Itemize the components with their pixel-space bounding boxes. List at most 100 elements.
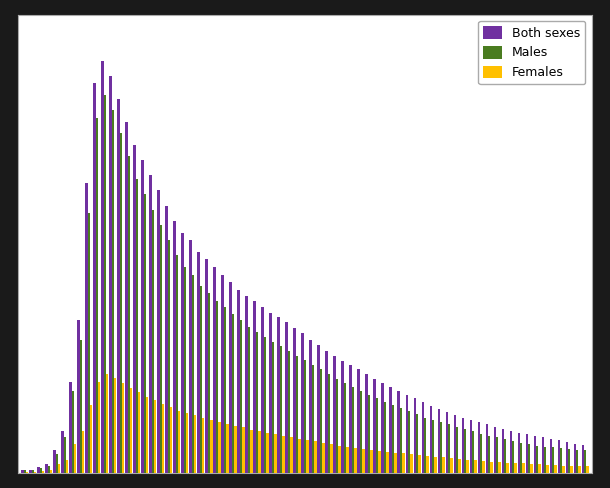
Bar (336, 379, 338, 473)
Bar (565, 442, 568, 473)
Bar (403, 453, 404, 473)
Bar (285, 322, 288, 473)
Bar (317, 345, 320, 473)
Bar (520, 443, 522, 473)
Bar (173, 221, 176, 473)
Bar (40, 468, 42, 473)
Bar (312, 365, 314, 473)
Bar (514, 464, 517, 473)
Bar (576, 449, 578, 473)
Bar (181, 232, 184, 473)
Bar (56, 454, 58, 473)
Bar (42, 471, 45, 473)
Bar (578, 466, 581, 473)
Bar (37, 467, 40, 473)
Bar (197, 252, 199, 473)
Bar (112, 110, 114, 473)
Bar (434, 457, 437, 473)
Bar (432, 420, 434, 473)
Bar (501, 429, 504, 473)
Bar (408, 411, 411, 473)
Bar (135, 179, 138, 473)
Bar (224, 307, 226, 473)
Bar (386, 452, 389, 473)
Bar (26, 472, 28, 473)
Bar (584, 450, 586, 473)
Bar (50, 469, 52, 473)
Bar (322, 443, 325, 473)
Bar (34, 472, 37, 473)
Bar (176, 255, 178, 473)
Bar (218, 422, 220, 473)
Bar (586, 467, 589, 473)
Bar (165, 206, 168, 473)
Bar (325, 351, 328, 473)
Bar (392, 406, 394, 473)
Bar (66, 460, 68, 473)
Bar (472, 431, 475, 473)
Bar (442, 457, 445, 473)
Bar (114, 378, 117, 473)
Bar (334, 356, 336, 473)
Bar (483, 461, 485, 473)
Bar (552, 447, 554, 473)
Bar (168, 240, 170, 473)
Bar (536, 446, 539, 473)
Bar (309, 340, 312, 473)
Bar (373, 379, 376, 473)
Bar (258, 431, 260, 473)
Bar (338, 446, 340, 473)
Bar (125, 122, 127, 473)
Bar (290, 437, 293, 473)
Legend: Both sexes, Males, Females: Both sexes, Males, Females (478, 21, 586, 84)
Bar (306, 441, 309, 473)
Bar (106, 374, 109, 473)
Bar (542, 437, 544, 473)
Bar (45, 464, 48, 473)
Bar (534, 436, 536, 473)
Bar (512, 441, 514, 473)
Bar (104, 95, 106, 473)
Bar (101, 61, 104, 473)
Bar (293, 328, 296, 473)
Bar (229, 282, 232, 473)
Bar (362, 449, 365, 473)
Bar (509, 431, 512, 473)
Bar (437, 409, 440, 473)
Bar (79, 340, 82, 473)
Bar (378, 451, 381, 473)
Bar (506, 463, 509, 473)
Bar (550, 439, 552, 473)
Bar (298, 439, 301, 473)
Bar (226, 424, 229, 473)
Bar (256, 332, 258, 473)
Bar (21, 469, 24, 473)
Bar (130, 388, 132, 473)
Bar (216, 301, 218, 473)
Bar (138, 392, 140, 473)
Bar (192, 275, 194, 473)
Bar (424, 418, 426, 473)
Bar (539, 464, 541, 473)
Bar (162, 404, 165, 473)
Bar (154, 400, 156, 473)
Bar (478, 422, 480, 473)
Bar (85, 183, 88, 473)
Bar (146, 397, 148, 473)
Bar (63, 437, 66, 473)
Bar (304, 360, 306, 473)
Bar (470, 420, 472, 473)
Bar (53, 450, 56, 473)
Bar (354, 448, 357, 473)
Bar (344, 383, 346, 473)
Bar (98, 382, 101, 473)
Bar (296, 356, 298, 473)
Bar (74, 444, 76, 473)
Bar (143, 194, 146, 473)
Bar (149, 175, 152, 473)
Bar (406, 395, 408, 473)
Bar (582, 445, 584, 473)
Bar (245, 296, 248, 473)
Bar (61, 431, 63, 473)
Bar (464, 429, 467, 473)
